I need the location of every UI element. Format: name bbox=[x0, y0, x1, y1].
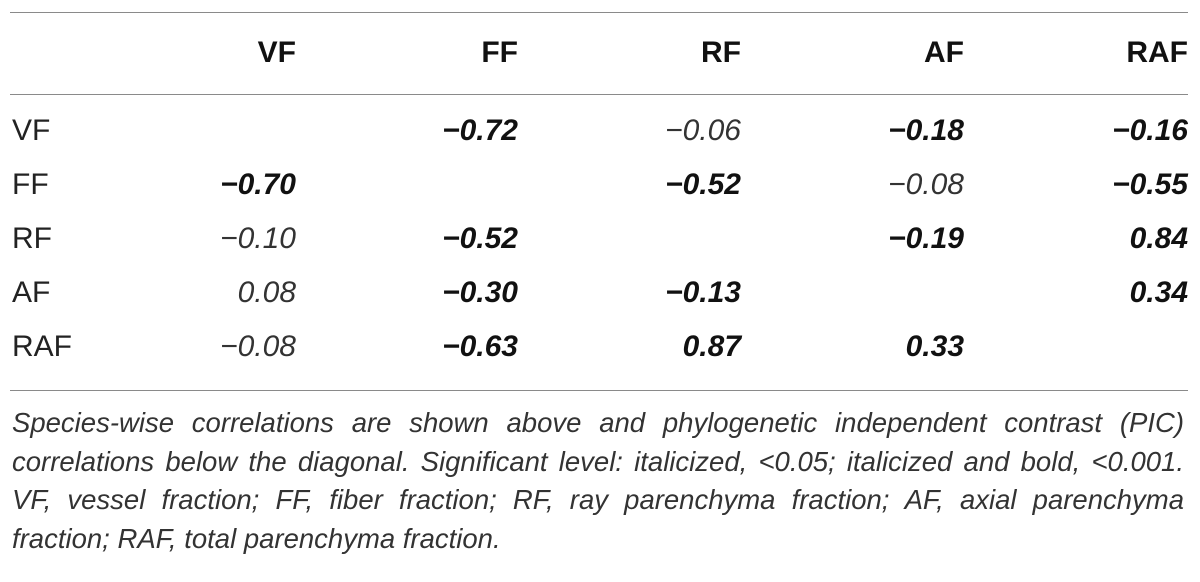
table-footnote: Species-wise correlations are shown abov… bbox=[12, 407, 1184, 554]
table-row: AF 0.08 −0.30 −0.13 0.34 bbox=[0, 266, 1200, 320]
column-header-rf: RF bbox=[701, 36, 741, 69]
table-cell: 0.87 bbox=[682, 330, 741, 363]
table-cell: −0.16 bbox=[1112, 114, 1188, 147]
column-header-raf: RAF bbox=[1126, 36, 1188, 69]
row-label: AF bbox=[12, 276, 51, 309]
table-cell: −0.30 bbox=[442, 276, 518, 309]
table-row: RF −0.10 −0.52 −0.19 0.84 bbox=[0, 212, 1200, 266]
table-row: FF −0.70 −0.52 −0.08 −0.55 bbox=[0, 158, 1200, 212]
table-row: RAF −0.08 −0.63 0.87 0.33 bbox=[0, 320, 1200, 374]
table-cell: −0.70 bbox=[220, 168, 296, 201]
row-label: VF bbox=[12, 114, 51, 147]
table-top-rule bbox=[10, 12, 1188, 13]
table-cell: −0.72 bbox=[442, 114, 518, 147]
table-cell: −0.52 bbox=[442, 222, 518, 255]
table-bottom-rule bbox=[10, 390, 1188, 391]
table-header-rule bbox=[10, 94, 1188, 95]
table-cell: −0.63 bbox=[442, 330, 518, 363]
table-cell: −0.52 bbox=[665, 168, 741, 201]
column-header-af: AF bbox=[924, 36, 964, 69]
table-cell: −0.08 bbox=[220, 330, 296, 363]
row-label: RAF bbox=[12, 330, 72, 363]
table-cell: −0.19 bbox=[888, 222, 964, 255]
table-cell: −0.08 bbox=[888, 168, 964, 201]
row-label: FF bbox=[12, 168, 49, 201]
row-label: RF bbox=[12, 222, 52, 255]
table-cell: 0.33 bbox=[905, 330, 964, 363]
table-cell: −0.06 bbox=[665, 114, 741, 147]
table-cell: −0.10 bbox=[220, 222, 296, 255]
table-cell: −0.13 bbox=[665, 276, 741, 309]
table-cell: 0.34 bbox=[1129, 276, 1188, 309]
table-cell: −0.55 bbox=[1112, 168, 1188, 201]
table-cell: 0.08 bbox=[237, 276, 296, 309]
table-row: VF −0.72 −0.06 −0.18 −0.16 bbox=[0, 104, 1200, 158]
column-header-vf: VF bbox=[257, 36, 296, 69]
column-header-ff: FF bbox=[481, 36, 518, 69]
table-cell: 0.84 bbox=[1129, 222, 1188, 255]
table-cell: −0.18 bbox=[888, 114, 964, 147]
